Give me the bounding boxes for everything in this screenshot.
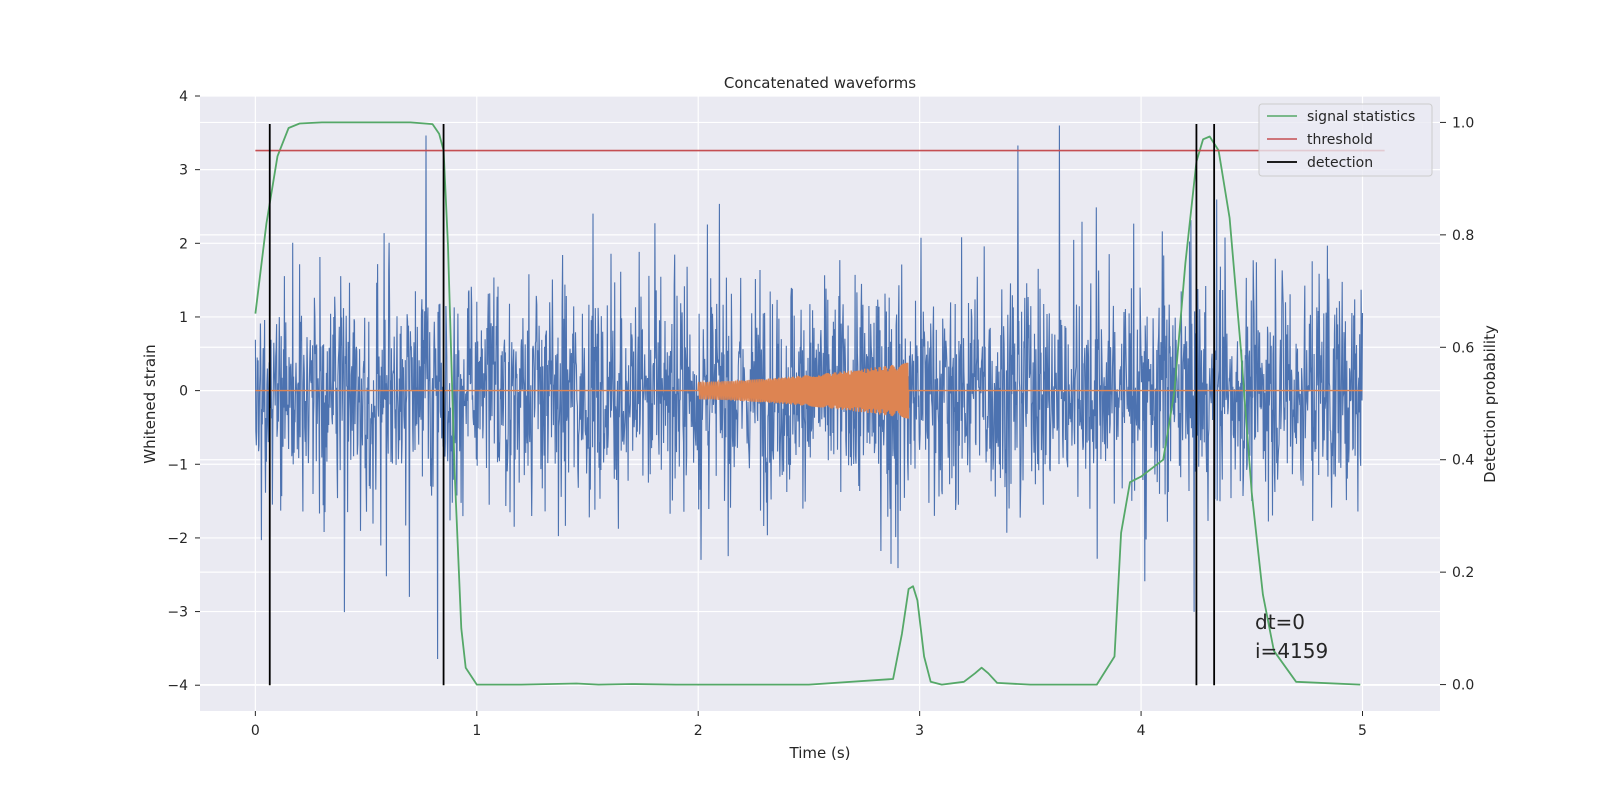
y-tick-label: 0: [179, 384, 188, 400]
y-tick-label: −2: [167, 531, 188, 547]
template-series: [255, 362, 1363, 419]
y-tick-label: 4: [179, 89, 188, 105]
strain-series: [254, 125, 1364, 660]
annotation-index: i=4159: [1255, 639, 1328, 663]
x-tick-label: 2: [694, 723, 703, 739]
legend-label-signal-statistics: signal statistics: [1307, 109, 1415, 125]
x-axis-label: Time (s): [789, 744, 851, 762]
detection-series: [268, 123, 1216, 686]
y2-axis-label: Detection probability: [1481, 325, 1499, 483]
x-tick-label: 0: [251, 723, 260, 739]
x-axis-ticks: 0 1 2 3 4 5: [251, 711, 1367, 739]
y-tick-label: 3: [179, 163, 188, 179]
template-line: [255, 362, 1363, 419]
y-tick-label: −4: [167, 678, 188, 694]
y-tick-label: −3: [167, 605, 188, 621]
legend-box: [1258, 103, 1433, 177]
x-tick-label: 1: [472, 723, 481, 739]
strain-line: [254, 125, 1364, 660]
y2-tick-label: 0.2: [1452, 565, 1474, 581]
y2-axis-ticks: 0.0 0.2 0.4 0.6 0.8 1.0: [1440, 115, 1474, 694]
annotation-dt: dt=0: [1255, 610, 1305, 634]
x-tick-label: 5: [1358, 723, 1367, 739]
y-axis-ticks: −4 −3 −2 −1 0 1 2 3 4: [167, 89, 200, 694]
x-tick-label: 4: [1137, 723, 1146, 739]
y-tick-label: 1: [179, 310, 188, 326]
signal-statistics-series: [254, 121, 1361, 686]
y2-tick-label: 0.8: [1452, 228, 1474, 244]
x-tick-label: 3: [915, 723, 924, 739]
legend-label-threshold: threshold: [1307, 132, 1373, 148]
y2-tick-label: 1.0: [1452, 115, 1474, 131]
y2-tick-label: 0.6: [1452, 340, 1474, 356]
y2-tick-label: 0.0: [1452, 678, 1474, 694]
signal-statistics-line: [254, 121, 1361, 686]
chart-title: Concatenated waveforms: [724, 74, 916, 92]
y-tick-label: −1: [167, 457, 188, 473]
y-axis-label: Whitened strain: [141, 344, 159, 463]
legend-label-detection: detection: [1307, 155, 1373, 171]
y2-tick-label: 0.4: [1452, 453, 1474, 469]
y-tick-label: 2: [179, 236, 188, 252]
legend: signal statistics threshold detection: [1258, 103, 1433, 177]
